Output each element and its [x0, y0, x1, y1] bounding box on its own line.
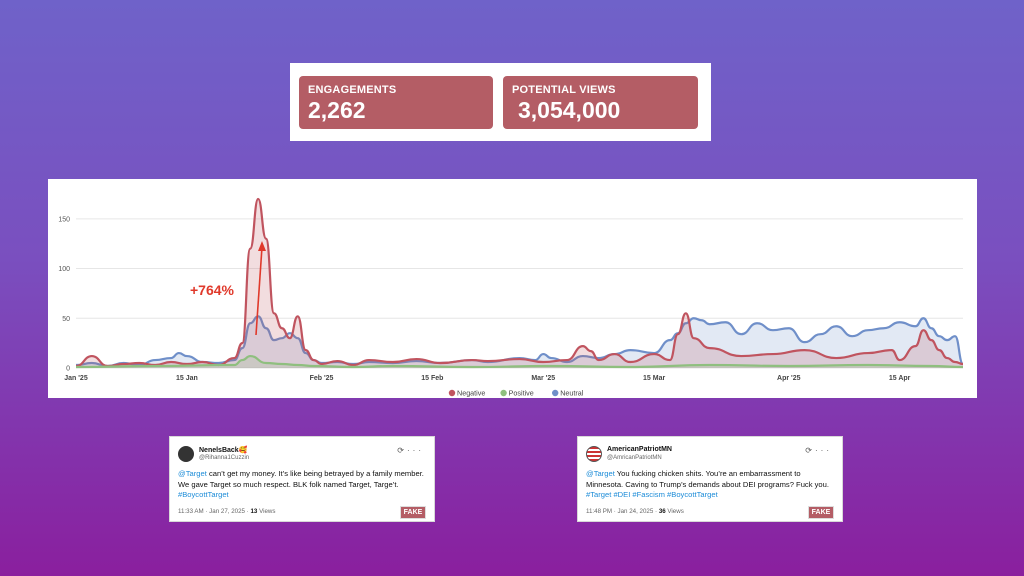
tweet-card: NenelsBack🥰 @Rihanna1Cuzzin ⟳··· @Target…	[169, 436, 435, 522]
y-tick-label: 150	[58, 216, 70, 223]
annotation-arrowhead	[258, 241, 266, 251]
x-tick-label: 15 Apr	[889, 375, 911, 382]
annotation-arrow	[255, 246, 263, 336]
sentiment-chart: 0 50 100 150 Jan '25 15 Jan Feb '25 15 Feb Mar '…	[48, 179, 977, 398]
tweet-hashtags[interactable]: #Target #DEI #Fascism #BoycottTarget	[586, 490, 718, 499]
tweet-card: AmericanPatriotMN @AmricanPatriotMN ⟳···…	[577, 436, 843, 522]
tweet-actions: ⟳···	[805, 446, 832, 455]
legend-swatch	[552, 389, 559, 397]
y-tick-label: 0	[66, 366, 70, 373]
x-tick-label: Feb '25	[310, 375, 334, 382]
series-line-positive	[75, 354, 964, 369]
x-tick-label: Apr '25	[777, 375, 801, 382]
avatar	[178, 446, 194, 462]
series-area-negative	[76, 198, 963, 368]
tweet-text: @Target You fucking chicken shits. You’r…	[586, 469, 836, 501]
tweet-body: You fucking chicken shits. You’re an emb…	[586, 469, 829, 489]
engagements-label: ENGAGEMENTS	[308, 84, 397, 96]
tweet-meta: 11:33 AM · Jan 27, 2025 · 13 Views	[178, 508, 275, 515]
tweet-mention[interactable]: @Target	[178, 469, 207, 478]
more-icon[interactable]: ···	[815, 446, 832, 455]
series-line-neutral	[75, 315, 965, 368]
engagements-value: 2,262	[308, 97, 366, 123]
legend-label: Positive	[509, 389, 534, 398]
grok-icon[interactable]: ⟳	[805, 446, 815, 455]
x-tick-label: 15 Feb	[421, 375, 443, 382]
tweet-time: 11:48 PM · Jan 24, 2025 ·	[586, 508, 659, 515]
grok-icon[interactable]: ⟳	[397, 446, 407, 455]
potential-views-value: 3,054,000	[518, 97, 621, 123]
tweet-views-count: 13	[250, 508, 258, 515]
annotation-label: +764%	[190, 282, 235, 298]
fake-badge: FAKE	[808, 506, 834, 519]
x-tick-label: Jan '25	[64, 375, 88, 382]
x-tick-label: Mar '25	[531, 375, 555, 382]
tweet-views-label: Views	[665, 508, 684, 515]
tweet-mention[interactable]: @Target	[586, 469, 615, 478]
tweet-author-handle: @Rihanna1Cuzzin	[199, 455, 250, 461]
tweet-author-handle: @AmricanPatriotMN	[607, 455, 662, 461]
y-tick-label: 100	[58, 266, 70, 273]
more-icon[interactable]: ···	[407, 446, 424, 455]
potential-views-label: POTENTIAL VIEWS	[512, 84, 616, 96]
x-tick-label: 15 Mar	[643, 375, 665, 382]
legend-label: Negative	[457, 389, 485, 398]
avatar	[586, 446, 602, 462]
x-tick-label: 15 Jan	[176, 375, 198, 382]
stats-panel: ENGAGEMENTS 2,262 POTENTIAL VIEWS 3,054,…	[290, 63, 711, 141]
series-line-negative	[75, 197, 964, 368]
tweet-time: 11:33 AM · Jan 27, 2025 ·	[178, 508, 251, 515]
tweet-hashtags[interactable]: #BoycottTarget	[178, 490, 229, 499]
tweet-author-name: NenelsBack🥰	[199, 447, 248, 454]
tweet-views-label: Views	[257, 508, 276, 515]
legend-swatch	[500, 389, 507, 397]
y-tick-label: 50	[62, 316, 70, 323]
tweet-views-count: 36	[658, 508, 666, 515]
tweet-text: @Target can’t get my money. It’s like be…	[178, 469, 428, 501]
fake-badge: FAKE	[400, 506, 426, 519]
tweet-body: can’t get my money. It’s like being betr…	[178, 469, 424, 489]
potential-views-card: POTENTIAL VIEWS 3,054,000	[503, 76, 698, 129]
tweet-meta: 11:48 PM · Jan 24, 2025 · 36 Views	[586, 508, 684, 515]
chart-svg: 0 50 100 150 Jan '25 15 Jan Feb '25 15 Feb Mar '…	[58, 197, 965, 398]
engagements-card: ENGAGEMENTS 2,262	[299, 76, 493, 129]
legend-label: Neutral	[560, 389, 584, 398]
tweet-actions: ⟳···	[397, 446, 424, 455]
tweet-author-name: AmericanPatriotMN	[607, 446, 672, 453]
legend-swatch	[448, 389, 456, 397]
